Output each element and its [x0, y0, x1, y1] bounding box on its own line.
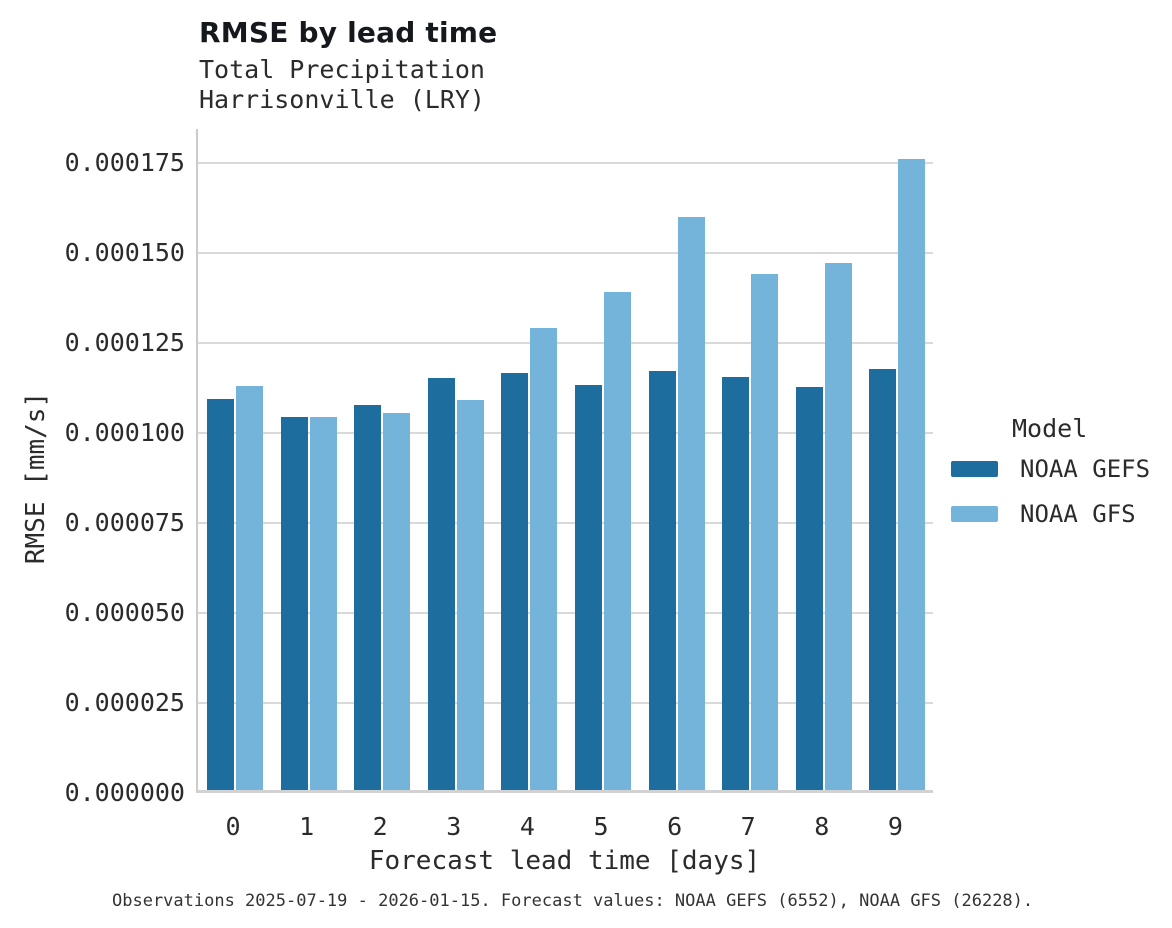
gridline: [198, 612, 933, 614]
gefs-legend-label: NOAA GEFS: [1020, 455, 1151, 483]
gridline: [198, 252, 933, 254]
plot-area: [196, 129, 933, 793]
x-tick-label: 8: [814, 812, 830, 841]
bar-noaa-gfs-lead-3: [457, 400, 484, 790]
chart-header: RMSE by lead time Total Precipitation Ha…: [199, 16, 497, 115]
y-tick-label: 0.000175: [64, 148, 185, 177]
bar-noaa-gefs-lead-8: [796, 387, 823, 790]
gridline: [198, 522, 933, 524]
x-tick-label: 5: [593, 812, 609, 841]
chart-subtitle-variable: Total Precipitation: [199, 55, 485, 84]
x-tick-label: 4: [519, 812, 535, 841]
gefs-color-swatch: [951, 461, 998, 477]
bar-noaa-gfs-lead-9: [898, 159, 925, 790]
x-tick-label: 2: [372, 812, 388, 841]
bar-noaa-gfs-lead-7: [751, 274, 778, 790]
bar-noaa-gefs-lead-5: [575, 385, 602, 790]
bar-noaa-gefs-lead-0: [207, 399, 234, 790]
x-tick-label: 3: [446, 812, 462, 841]
bar-noaa-gfs-lead-6: [678, 217, 705, 790]
x-tick-label: 7: [740, 812, 756, 841]
legend-entry-gfs: NOAA GFS: [951, 500, 1150, 528]
bar-noaa-gefs-lead-1: [281, 417, 308, 790]
bar-noaa-gefs-lead-9: [869, 369, 896, 790]
x-axis-label: Forecast lead time [days]: [368, 846, 761, 876]
bar-noaa-gfs-lead-0: [236, 386, 263, 790]
x-tick-label: 0: [225, 812, 241, 841]
chart-title: RMSE by lead time: [199, 16, 498, 49]
x-tick-label: 1: [299, 812, 315, 841]
gridline: [198, 342, 933, 344]
bar-noaa-gefs-lead-4: [501, 373, 528, 790]
bar-noaa-gfs-lead-2: [383, 413, 410, 790]
x-tick-label: 6: [667, 812, 683, 841]
y-tick-label: 0.000125: [64, 328, 185, 357]
y-tick-label: 0.000100: [64, 418, 185, 447]
x-tick-label: 9: [887, 812, 903, 841]
bar-noaa-gfs-lead-4: [530, 328, 557, 790]
legend-entry-gefs: NOAA GEFS: [951, 455, 1150, 483]
bar-noaa-gfs-lead-1: [310, 417, 337, 790]
caption-note: Observations 2025-07-19 - 2026-01-15. Fo…: [112, 891, 1034, 911]
y-tick-label: 0.000000: [64, 778, 185, 807]
legend-title: Model: [1012, 414, 1088, 443]
bar-noaa-gfs-lead-5: [604, 292, 631, 790]
bar-noaa-gefs-lead-2: [354, 405, 381, 790]
y-tick-label: 0.000075: [64, 508, 185, 537]
y-tick-label: 0.000025: [64, 688, 185, 717]
chart-subtitle-station: Harrisonville (LRY): [199, 85, 485, 114]
y-tick-label: 0.000150: [64, 238, 185, 267]
legend: Model NOAA GEFS NOAA GFS: [951, 414, 1150, 545]
gfs-color-swatch: [951, 506, 998, 522]
y-tick-label: 0.000050: [64, 598, 185, 627]
bar-noaa-gefs-lead-6: [649, 371, 676, 790]
gridline: [198, 702, 933, 704]
gridline: [198, 432, 933, 434]
gfs-legend-label: NOAA GFS: [1020, 500, 1136, 528]
bar-noaa-gefs-lead-7: [722, 377, 749, 790]
bar-noaa-gfs-lead-8: [825, 263, 852, 790]
bar-noaa-gefs-lead-3: [428, 378, 455, 790]
gridline: [198, 162, 933, 164]
